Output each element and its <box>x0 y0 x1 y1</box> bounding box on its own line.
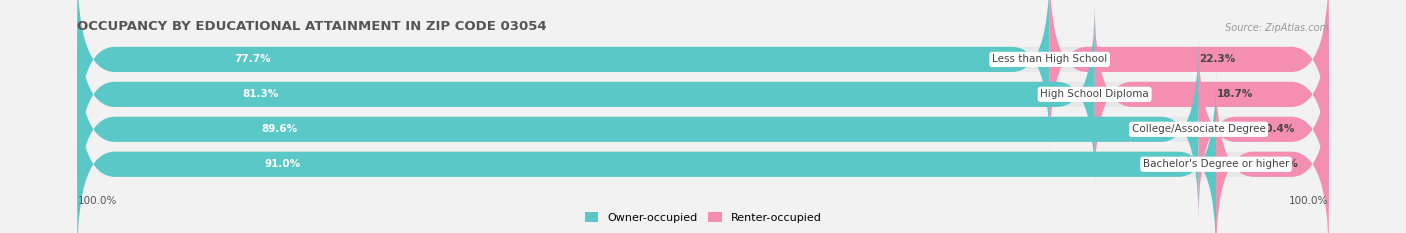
Text: 81.3%: 81.3% <box>242 89 278 99</box>
Text: OCCUPANCY BY EDUCATIONAL ATTAINMENT IN ZIP CODE 03054: OCCUPANCY BY EDUCATIONAL ATTAINMENT IN Z… <box>77 20 547 33</box>
Text: 91.0%: 91.0% <box>264 159 301 169</box>
FancyBboxPatch shape <box>77 72 1329 233</box>
FancyBboxPatch shape <box>77 72 1216 233</box>
FancyBboxPatch shape <box>77 2 1095 187</box>
Text: 10.4%: 10.4% <box>1258 124 1295 134</box>
Text: College/Associate Degree: College/Associate Degree <box>1132 124 1265 134</box>
Text: 9.0%: 9.0% <box>1270 159 1298 169</box>
Text: High School Diploma: High School Diploma <box>1040 89 1149 99</box>
FancyBboxPatch shape <box>1198 37 1329 222</box>
Text: 77.7%: 77.7% <box>233 55 270 64</box>
FancyBboxPatch shape <box>77 0 1050 152</box>
FancyBboxPatch shape <box>1095 2 1329 187</box>
Text: 100.0%: 100.0% <box>1289 196 1329 206</box>
FancyBboxPatch shape <box>1216 72 1329 233</box>
Legend: Owner-occupied, Renter-occupied: Owner-occupied, Renter-occupied <box>581 208 825 227</box>
Text: Bachelor's Degree or higher: Bachelor's Degree or higher <box>1143 159 1289 169</box>
FancyBboxPatch shape <box>77 37 1198 222</box>
FancyBboxPatch shape <box>77 0 1329 152</box>
FancyBboxPatch shape <box>1050 0 1329 152</box>
FancyBboxPatch shape <box>77 2 1329 187</box>
Text: Source: ZipAtlas.com: Source: ZipAtlas.com <box>1225 23 1329 33</box>
Text: Less than High School: Less than High School <box>993 55 1108 64</box>
Text: 100.0%: 100.0% <box>77 196 117 206</box>
FancyBboxPatch shape <box>77 37 1329 222</box>
Text: 18.7%: 18.7% <box>1216 89 1253 99</box>
Text: 22.3%: 22.3% <box>1199 55 1236 64</box>
Text: 89.6%: 89.6% <box>262 124 297 134</box>
